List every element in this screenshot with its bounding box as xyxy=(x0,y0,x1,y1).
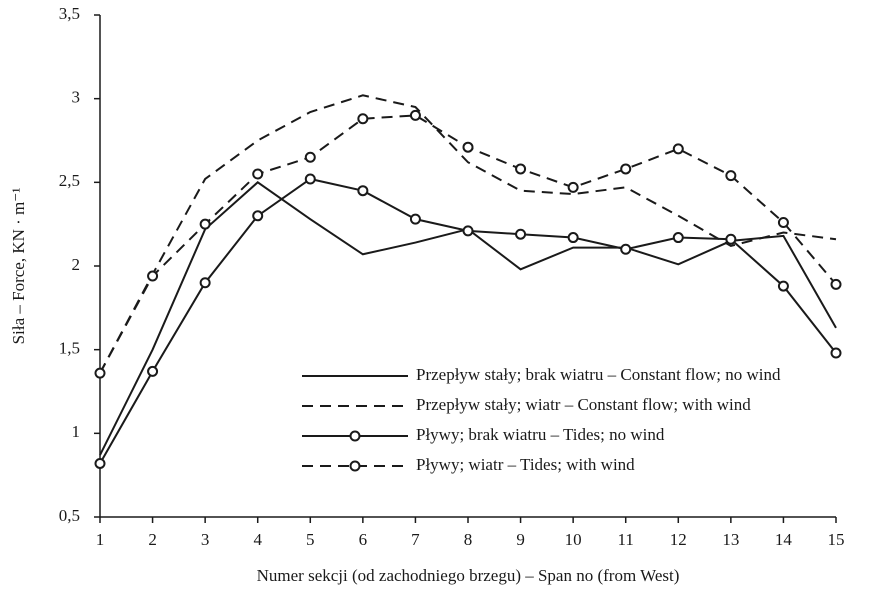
x-tick-label: 8 xyxy=(464,530,473,549)
point xyxy=(672,143,684,155)
point xyxy=(620,163,632,175)
y-axis-label: Siła – Force, KN · m⁻¹ xyxy=(9,188,28,345)
y-tick-label: 2,5 xyxy=(59,171,80,190)
point xyxy=(94,367,106,379)
point xyxy=(830,347,842,359)
point xyxy=(462,225,474,237)
x-tick-label: 15 xyxy=(828,530,845,549)
y-tick-label: 2 xyxy=(72,255,81,274)
x-tick-label: 6 xyxy=(359,530,368,549)
point xyxy=(462,141,474,153)
legend-label: Przepływ stały; wiatr – Constant flow; w… xyxy=(416,395,751,414)
legend-label: Pływy; brak wiatru – Tides; no wind xyxy=(416,425,665,444)
x-tick-label: 7 xyxy=(411,530,420,549)
point xyxy=(304,173,316,185)
x-tick-label: 9 xyxy=(516,530,525,549)
point xyxy=(409,213,421,225)
point xyxy=(672,232,684,244)
y-tick-label: 3 xyxy=(72,88,81,107)
point xyxy=(147,365,159,377)
point xyxy=(620,243,632,255)
point xyxy=(567,181,579,193)
point xyxy=(304,151,316,163)
x-tick-label: 11 xyxy=(618,530,634,549)
x-tick-label: 2 xyxy=(148,530,157,549)
legend-label: Przepływ stały; brak wiatru – Constant f… xyxy=(416,365,781,384)
point xyxy=(830,278,842,290)
x-tick-label: 10 xyxy=(565,530,582,549)
x-tick-label: 1 xyxy=(96,530,105,549)
y-tick-label: 1 xyxy=(72,422,81,441)
y-tick-label: 0,5 xyxy=(59,506,80,525)
x-tick-label: 13 xyxy=(722,530,739,549)
point xyxy=(357,185,369,197)
point xyxy=(147,270,159,282)
point xyxy=(252,168,264,180)
x-tick-label: 12 xyxy=(670,530,687,549)
point xyxy=(515,228,527,240)
x-tick-label: 5 xyxy=(306,530,315,549)
point xyxy=(252,210,264,222)
x-axis-label: Numer sekcji (od zachodniego brzegu) – S… xyxy=(257,566,680,585)
series-line xyxy=(99,94,837,374)
legend-marker xyxy=(349,460,361,472)
point xyxy=(199,277,211,289)
legend-marker xyxy=(349,430,361,442)
x-tick-label: 4 xyxy=(253,530,262,549)
legend-label: Pływy; wiatr – Tides; with wind xyxy=(416,455,635,474)
point xyxy=(515,163,527,175)
point xyxy=(199,218,211,230)
y-tick-label: 1,5 xyxy=(59,339,80,358)
point xyxy=(777,280,789,292)
point xyxy=(357,113,369,125)
point xyxy=(725,170,737,182)
x-tick-label: 14 xyxy=(775,530,793,549)
point xyxy=(94,457,106,469)
x-tick-label: 3 xyxy=(201,530,210,549)
point xyxy=(725,233,737,245)
point xyxy=(409,109,421,121)
point xyxy=(567,232,579,244)
point xyxy=(777,216,789,228)
series-line xyxy=(99,177,837,464)
y-tick-label: 3,5 xyxy=(59,4,80,23)
